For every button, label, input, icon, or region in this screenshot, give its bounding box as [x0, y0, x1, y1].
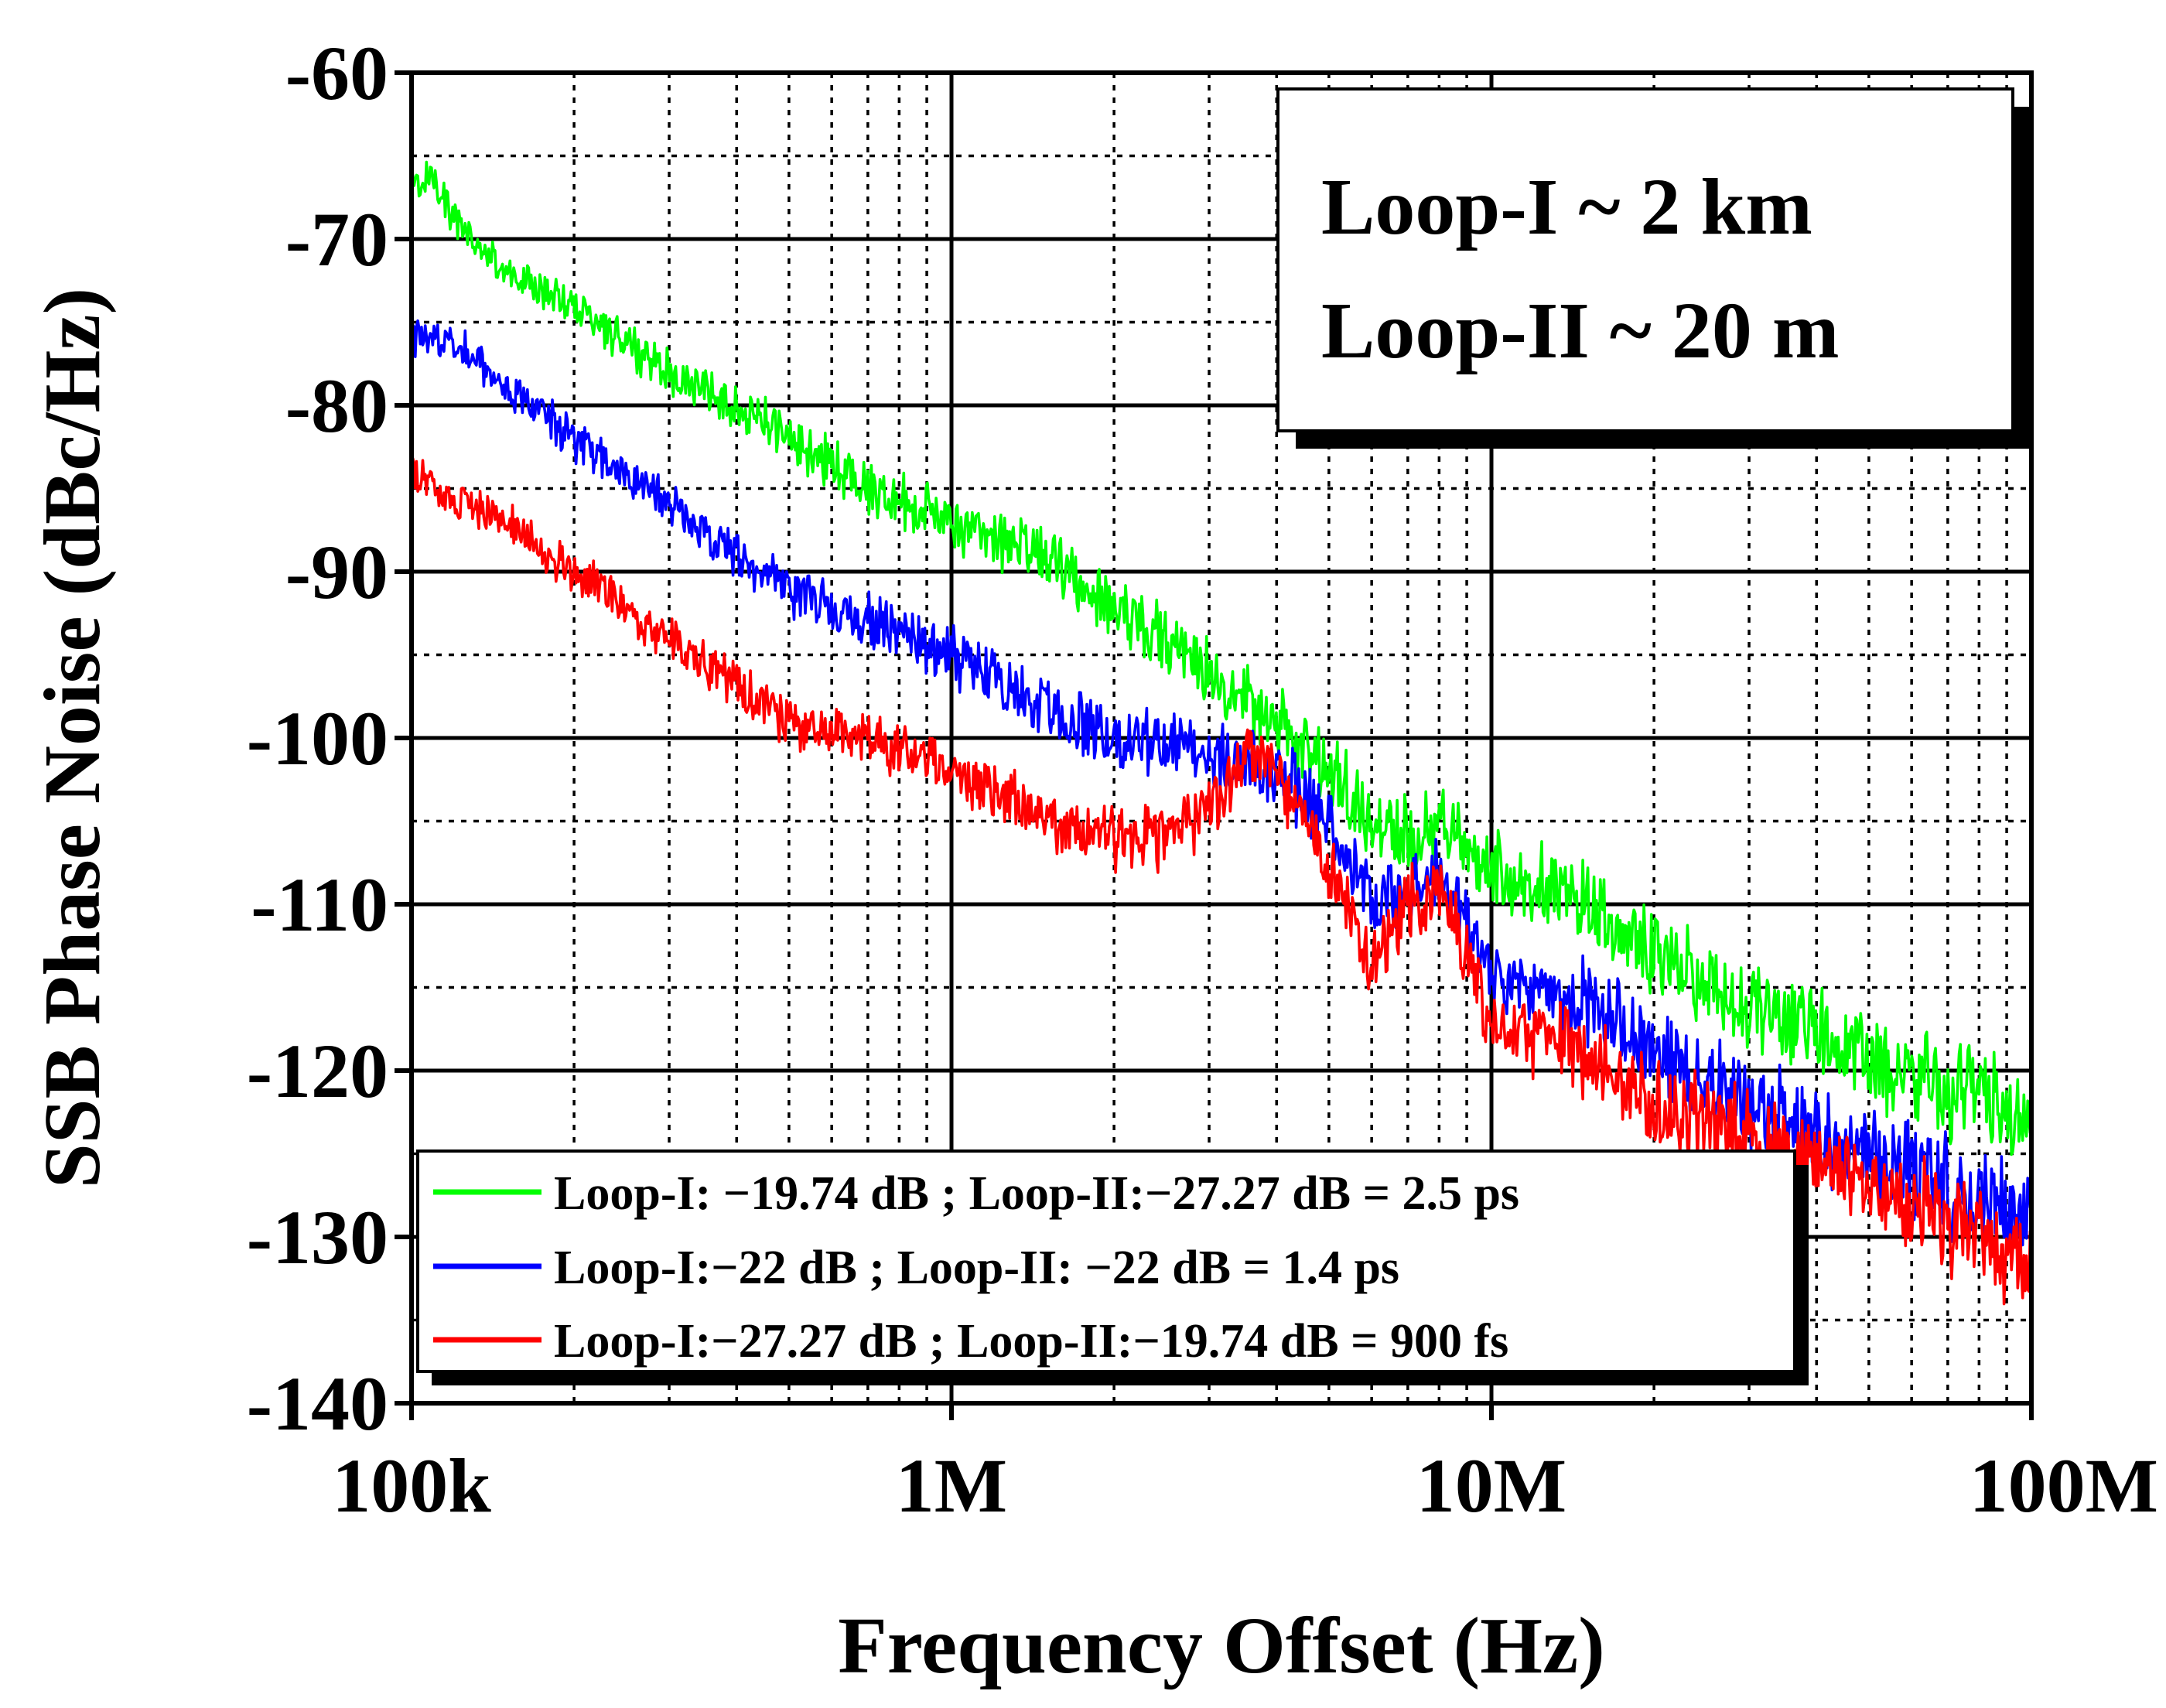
annotation-line-2: Loop-II ~ 20 m — [1321, 286, 1840, 375]
y-tick-label: -70 — [285, 196, 388, 282]
x-axis-title: Frequency Offset (Hz) — [838, 1601, 1605, 1690]
legend: Loop-I: −19.74 dB ; Loop-II:−27.27 dB = … — [416, 1149, 1809, 1385]
series-line-0 — [410, 160, 2033, 1156]
y-axis-title: SSB Phase Noise (dBc/Hz) — [28, 288, 117, 1188]
legend-box — [416, 1149, 1796, 1373]
annotation-box — [1276, 87, 2014, 432]
y-tick-label: -60 — [285, 30, 388, 116]
y-tick-label: -130 — [247, 1194, 388, 1280]
legend-label-loop2-dominant: Loop-I:−27.27 dB ; Loop-II:−19.74 dB = 9… — [554, 1315, 1508, 1368]
loop-length-annotation: Loop-I ~ 2 km Loop-II ~ 20 m — [1276, 87, 2031, 449]
tick-marks — [395, 70, 2034, 1420]
y-tick-label: -110 — [251, 862, 388, 948]
x-tick-label: 100k — [332, 1443, 491, 1529]
legend-label-loop1-dominant: Loop-I: −19.74 dB ; Loop-II:−27.27 dB = … — [554, 1167, 1519, 1220]
series-line-1 — [410, 319, 2033, 1251]
x-tick-label: 100M — [1970, 1443, 2158, 1529]
y-tick-label: -140 — [247, 1361, 388, 1447]
y-tick-label: -120 — [247, 1028, 388, 1114]
y-tick-label: -80 — [285, 363, 388, 449]
annotation-line-1: Loop-I ~ 2 km — [1321, 162, 1812, 251]
legend-label-equal-split: Loop-I:−22 dB ; Loop-II: −22 dB = 1.4 ps — [554, 1242, 1399, 1294]
x-tick-label: 10M — [1416, 1443, 1566, 1529]
y-tick-label: -90 — [285, 529, 388, 615]
y-tick-label: -100 — [247, 695, 388, 781]
x-tick-label: 1M — [896, 1443, 1007, 1529]
